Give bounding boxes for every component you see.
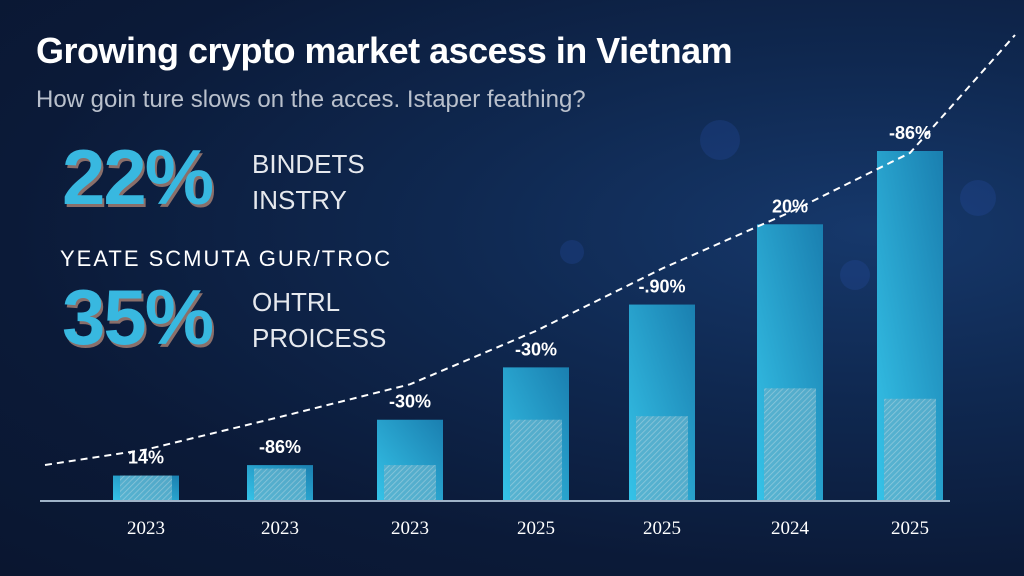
data-label: -30% <box>389 392 431 412</box>
bar-hatched-segment <box>254 468 306 500</box>
x-tick-label: 2023 <box>127 518 165 539</box>
bokeh-decoration <box>960 180 996 216</box>
stats-divider-text: YEATE SCMUTA GUR/TROC <box>60 246 393 271</box>
bar-hatched-segment <box>510 419 562 500</box>
bar-hatched-segment <box>636 416 688 500</box>
x-tick-label: 2023 <box>261 518 299 539</box>
stat-label-1b: INSTRY <box>252 185 347 215</box>
stat-value-2: 35% <box>62 273 214 361</box>
x-tick-label: 2025 <box>643 518 681 539</box>
data-label: 20% <box>772 196 808 216</box>
data-label: -86% <box>889 123 931 143</box>
bar-hatched-segment <box>384 465 436 500</box>
x-tick-label: 2025 <box>517 518 555 539</box>
data-label: 14% <box>128 448 164 468</box>
bar-hatched-segment <box>884 398 936 500</box>
x-tick-label: 2024 <box>771 518 810 539</box>
stat-value-1: 22% <box>62 133 214 221</box>
bokeh-decoration <box>700 120 740 160</box>
chart-subtitle: How goin ture slows on the acces. Istape… <box>36 86 586 113</box>
trend-line <box>44 34 1016 466</box>
x-tick-label: 2023 <box>391 518 429 539</box>
stat-label-2a: OHTRL <box>252 287 341 317</box>
stat-label-2b: PROICESS <box>252 323 387 353</box>
stat-label-1a: BINDETS <box>252 149 365 179</box>
data-label: -86% <box>259 437 301 457</box>
x-tick-label: 2025 <box>891 518 929 539</box>
bar-hatched-segment <box>764 388 816 500</box>
chart-title: Growing crypto market ascess in Vietnam <box>36 30 733 71</box>
data-label: -30% <box>515 339 557 359</box>
bar-hatched-segment <box>120 475 172 500</box>
bokeh-decoration <box>840 260 870 290</box>
data-label: -.90% <box>638 277 685 297</box>
bokeh-decoration <box>560 240 584 264</box>
